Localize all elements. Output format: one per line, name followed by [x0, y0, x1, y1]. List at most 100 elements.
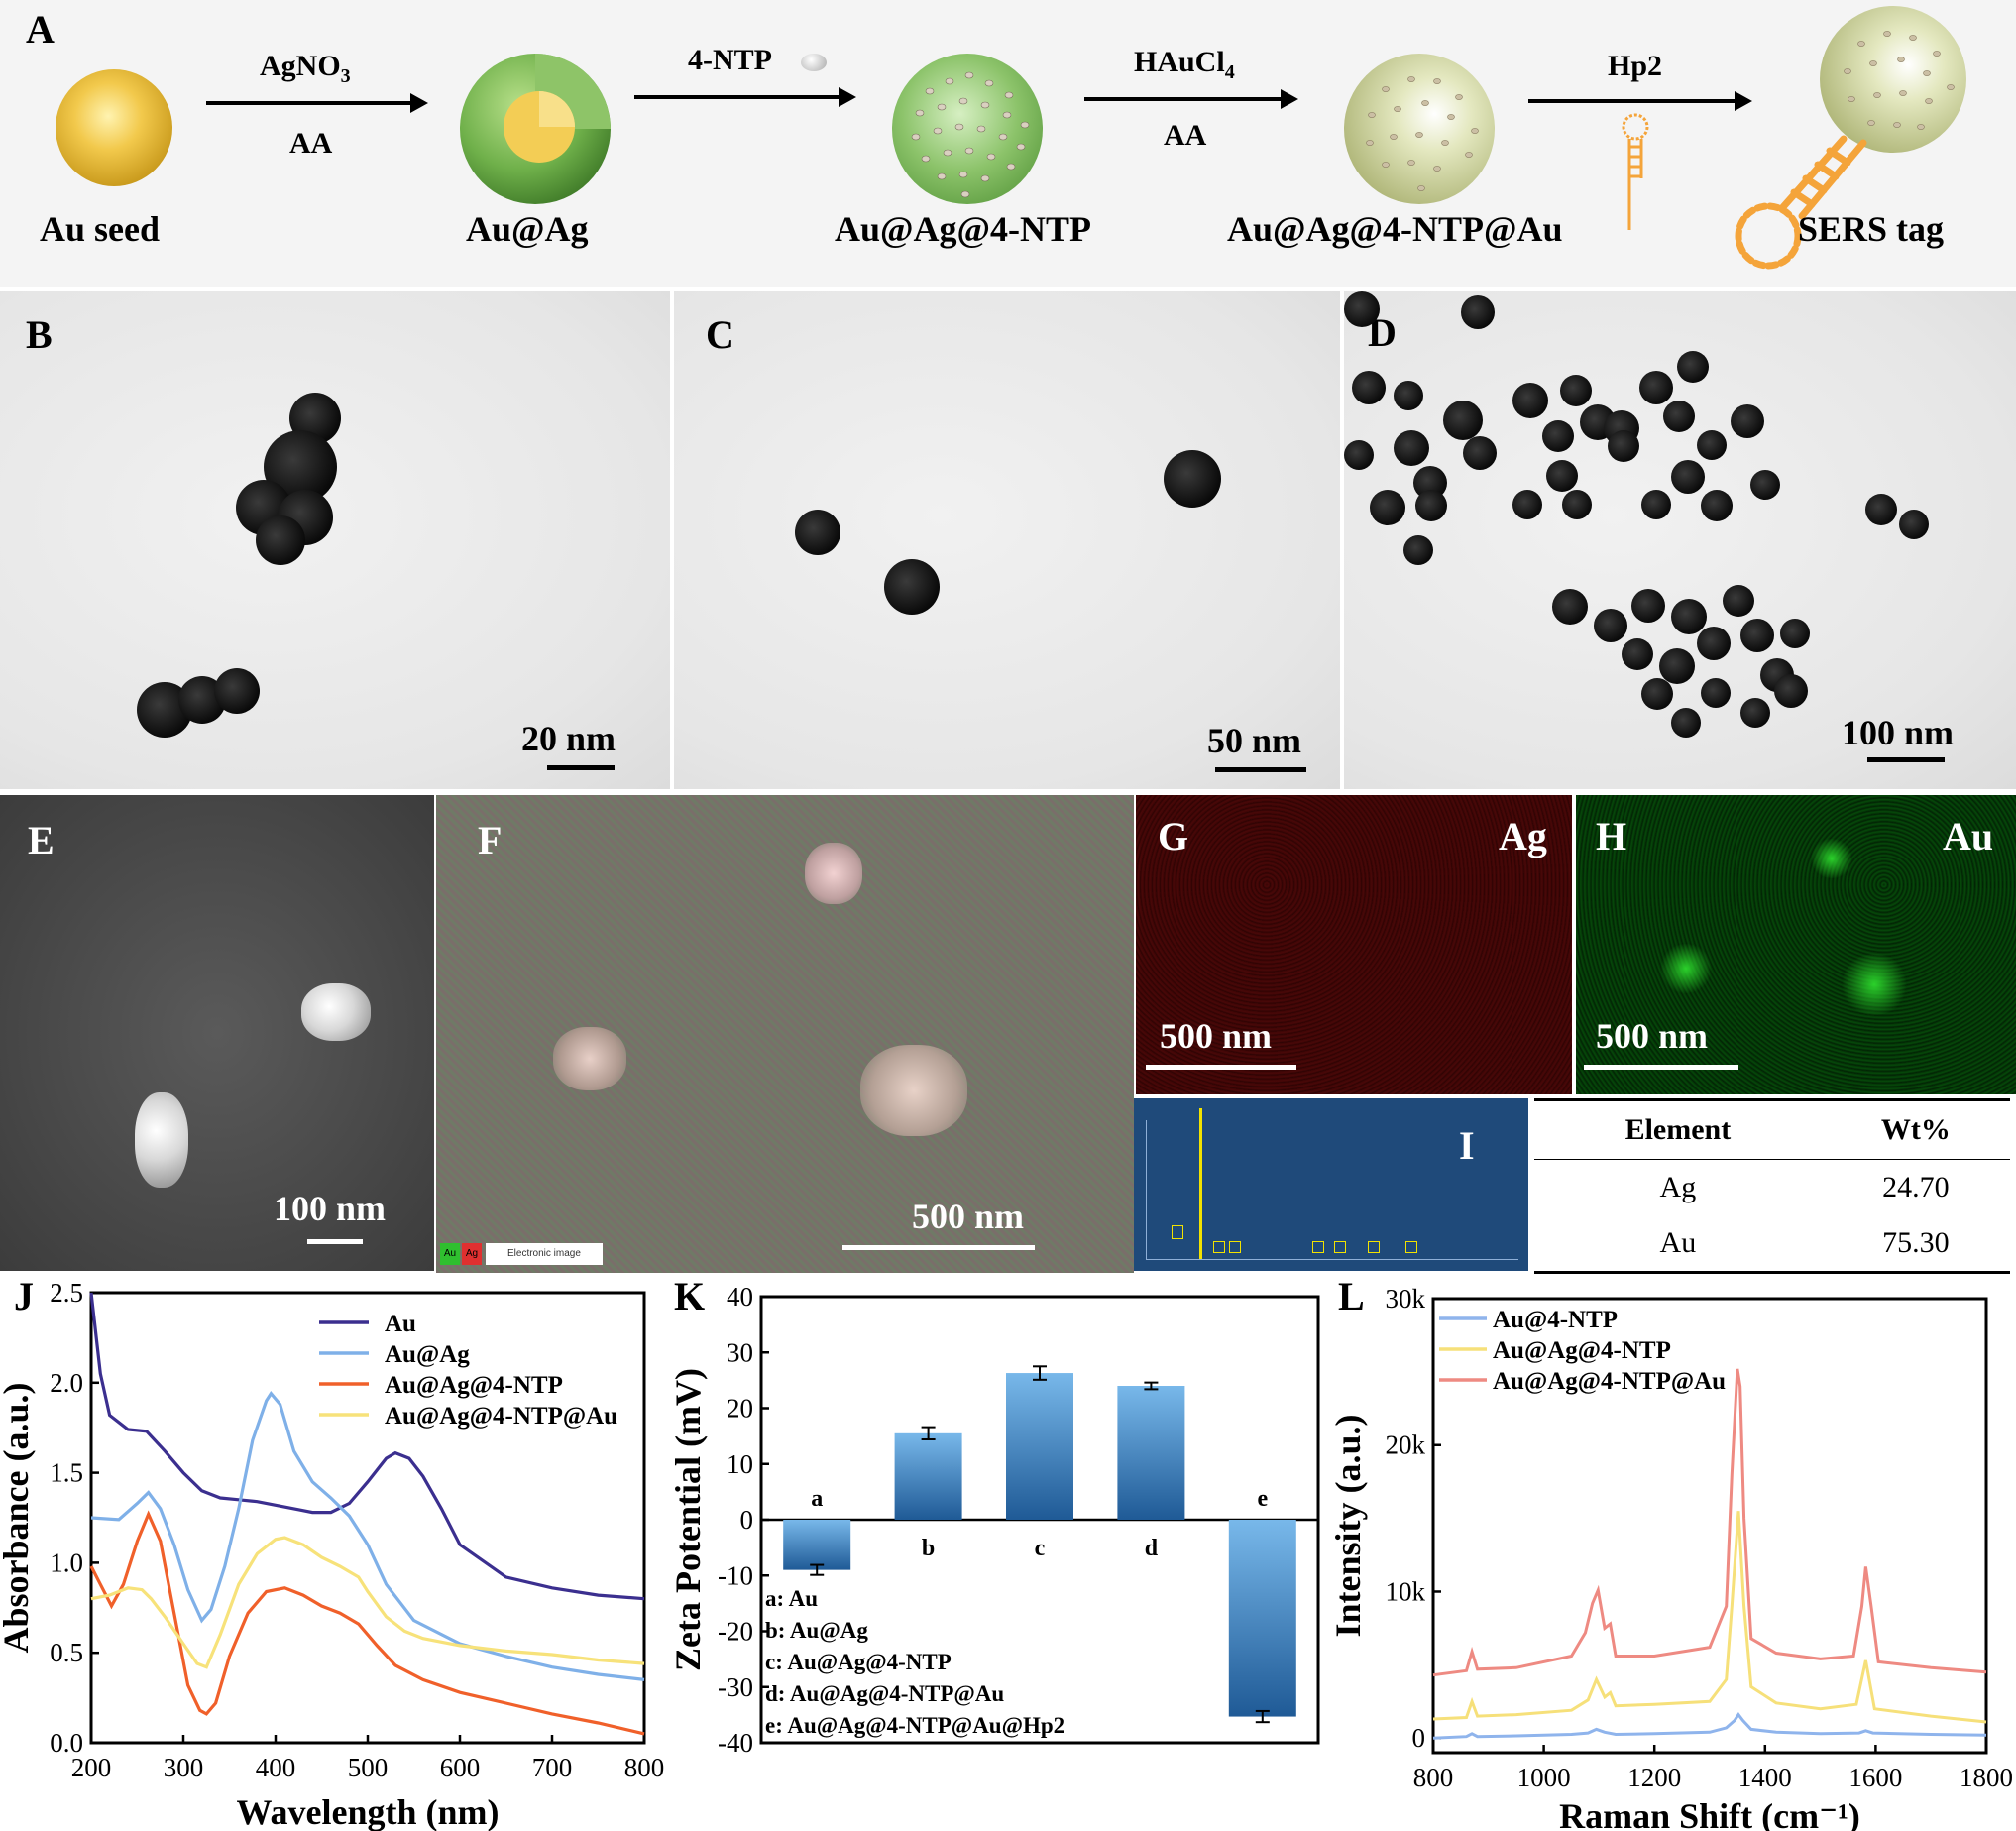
nanoparticle [1370, 490, 1405, 525]
table-row: Ag 24.70 [1534, 1160, 2010, 1215]
legend-au-swatch: Au [440, 1243, 460, 1265]
x-axis-label: Raman Shift (cm⁻¹) [1559, 1796, 1860, 1831]
panel-letter-b: B [26, 312, 53, 357]
nanoparticle [1631, 589, 1665, 623]
arrow-3-top-label: HAuCl4 [1134, 46, 1235, 83]
au-seed-label: Au seed [40, 209, 161, 249]
y-tick-label: 0.5 [50, 1638, 83, 1667]
key-label: d: Au@Ag@4-NTP@Au [765, 1681, 1004, 1707]
table-cell: 75.30 [1882, 1225, 1950, 1259]
composition-table: Element Wt% Ag 24.70 Au 75.30 [1534, 1098, 2010, 1274]
nanoparticle [1639, 371, 1673, 404]
arrow-1 [206, 101, 414, 105]
y-tick-label: 2.5 [50, 1279, 83, 1308]
x-tick-label: 700 [532, 1753, 573, 1782]
nanoparticle [1463, 436, 1497, 470]
4ntp-molecule-icon [801, 54, 827, 71]
series-line [89, 1510, 645, 1736]
legend-label: Au@Ag@4-NTP [385, 1372, 563, 1399]
panel-c-tem: C 50 nm [674, 291, 1340, 789]
y-tick-label: 2.0 [50, 1368, 83, 1398]
arrow-4-head [1735, 91, 1752, 111]
nanoparticle [1731, 404, 1764, 438]
scale-bar [547, 765, 615, 770]
arrow-4 [1528, 99, 1738, 103]
key-label: b: Au@Ag [765, 1618, 868, 1644]
x-tick-label: 500 [348, 1753, 389, 1782]
table-row: Au 75.30 [1534, 1215, 2010, 1273]
element-label: Au [1943, 814, 1994, 858]
panel-letter-c: C [706, 312, 734, 357]
raman-chart: 800 1000 1200 1400 1600 1800 0 10k 20k 30k Raman S… [1328, 1284, 2013, 1831]
nanoparticle [1546, 460, 1578, 492]
panel-e-sem: E 100 nm [0, 795, 434, 1271]
table-cell: Ag [1659, 1170, 1697, 1203]
nanoparticle [1697, 430, 1727, 460]
x-tick-label: 600 [440, 1753, 481, 1782]
nanoparticle [1552, 589, 1588, 625]
nanoparticle [1899, 510, 1929, 539]
y-tick-label: -20 [718, 1617, 753, 1647]
nanoparticle [1344, 440, 1374, 470]
nanoparticle [1512, 383, 1548, 418]
arrow-3 [1084, 97, 1285, 101]
category-label: e [1257, 1486, 1268, 1512]
nanoparticle [1671, 708, 1701, 738]
series-line [1432, 1511, 1987, 1724]
bar [1117, 1386, 1185, 1520]
hairpin-dna-icon [1622, 113, 1649, 230]
y-axis-label: Intensity (a.u.) [1328, 1414, 1368, 1637]
scale-bar-label: 500 nm [1160, 1016, 1273, 1056]
nanoparticle [1403, 535, 1433, 565]
nanoparticle [1671, 599, 1707, 634]
auag-cutaway-sphere [460, 54, 611, 204]
nanoparticle [1415, 490, 1447, 521]
legend-ag-swatch: Ag [462, 1243, 482, 1265]
auag-4ntp-sphere [892, 54, 1043, 204]
panel-letter-k: K [674, 1274, 706, 1318]
y-tick-label: 0 [1412, 1723, 1426, 1753]
eds-peak [1199, 1108, 1202, 1259]
x-tick-label: 1600 [1848, 1763, 1902, 1792]
eds-peak-marker [1213, 1241, 1225, 1253]
y-tick-label: 30k [1386, 1284, 1426, 1314]
y-tick-label: 1.0 [50, 1547, 83, 1577]
panel-letter-j: J [14, 1274, 34, 1318]
element-label: Ag [1499, 814, 1547, 858]
bar [783, 1520, 851, 1570]
nanoparticle [1774, 674, 1808, 708]
eds-peak-marker [1312, 1241, 1324, 1253]
category-label: d [1145, 1536, 1159, 1561]
nanoparticle [1641, 490, 1671, 519]
scale-bar-label: 500 nm [912, 1197, 1025, 1236]
arrow-1-bottom-label: AA [289, 127, 333, 160]
eds-cluster [805, 843, 862, 904]
sem-cluster [135, 1092, 188, 1188]
scale-bar [1584, 1065, 1738, 1070]
nanoparticle [884, 559, 940, 615]
y-tick-label: -30 [718, 1672, 753, 1702]
sers-tag-label: SERS tag [1798, 209, 1945, 249]
y-tick-label: -40 [718, 1728, 753, 1758]
nanoparticle [1701, 490, 1733, 521]
nanoparticle [1622, 638, 1653, 670]
zeta-potential-chart: -40 -30 -20 -10 0 10 20 30 40 Zeta Potential (mV)… [668, 1282, 1320, 1758]
nanoparticle [1677, 351, 1709, 383]
nanoparticle [1740, 619, 1774, 652]
au-seed-sphere [56, 69, 172, 186]
nanoparticle [1663, 401, 1695, 432]
nanoparticle [1461, 295, 1495, 329]
nanoparticle [1723, 585, 1754, 617]
plot-frame [89, 1291, 646, 1745]
eds-peak-marker [1334, 1241, 1346, 1253]
au-hotspot [1840, 954, 1909, 1015]
nanoparticle [795, 510, 840, 555]
nanoparticle [1394, 430, 1429, 466]
uv-vis-chart: 200 300 400 500 600 700 800 0.0 0.5 1.0 1.5 2.0 2.5 W… [0, 1279, 664, 1831]
nanoparticle-cluster [1344, 291, 2016, 789]
nanoparticle [1352, 371, 1386, 404]
sers-tag-sphere [1735, 6, 1966, 270]
panel-d-tem: D 100 nm [1344, 291, 2016, 789]
y-tick-label: 0.0 [50, 1728, 83, 1758]
scale-bar [1867, 757, 1945, 762]
